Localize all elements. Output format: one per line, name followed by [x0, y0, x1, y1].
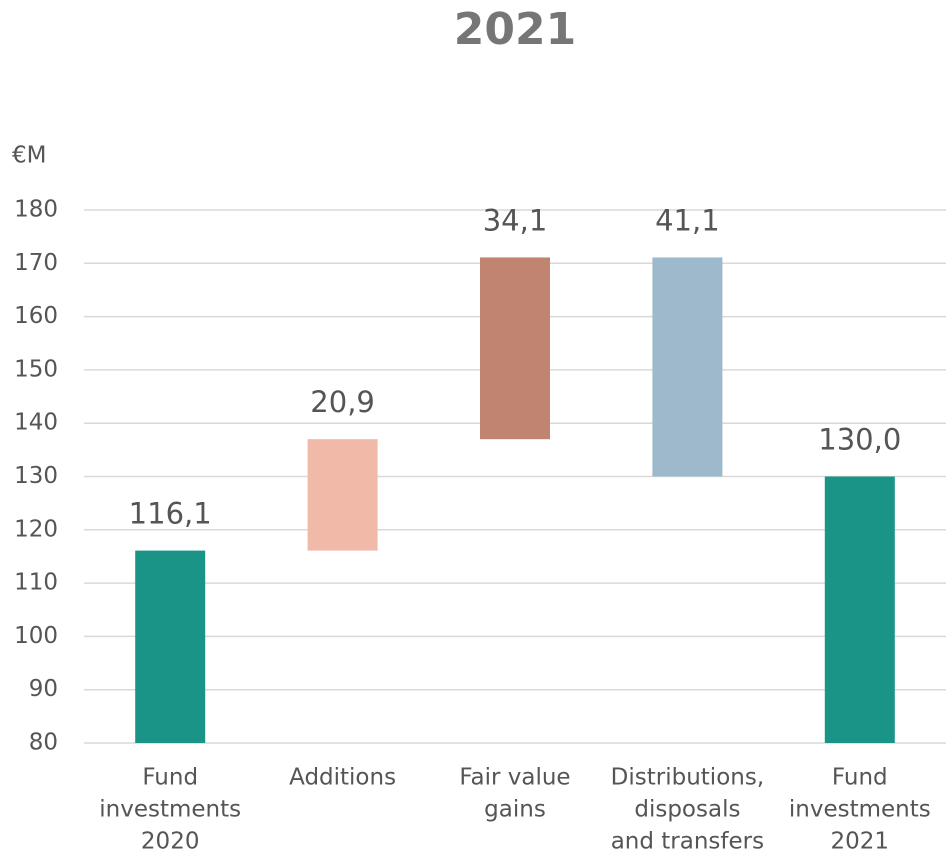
value-label: 130,0	[818, 423, 901, 457]
bar	[135, 550, 206, 743]
y-tick-label: 120	[14, 516, 58, 542]
x-tick-label: investments	[789, 797, 931, 823]
value-label: 20,9	[310, 385, 375, 419]
x-tick-label: Distributions,	[611, 765, 764, 791]
bar	[307, 439, 378, 551]
y-tick-label: 100	[14, 623, 58, 649]
x-tick-label: gains	[484, 797, 546, 823]
value-label: 41,1	[655, 203, 720, 237]
y-tick-label: 110	[14, 570, 58, 596]
x-tick-label: disposals	[634, 797, 740, 823]
chart-title: 2021	[454, 4, 576, 55]
x-tick-label: and transfers	[611, 829, 764, 855]
y-tick-label: 90	[29, 676, 58, 702]
x-tick-label: 2020	[141, 829, 200, 855]
x-tick-label: 2021	[831, 829, 890, 855]
y-tick-label: 140	[14, 410, 58, 436]
bar	[652, 257, 723, 477]
y-tick-label: 180	[14, 197, 58, 223]
x-tick-label: investments	[99, 797, 241, 823]
x-tick-label: Fair value	[459, 765, 570, 791]
x-tick-label: Fund	[142, 765, 198, 791]
bar	[824, 476, 895, 743]
y-tick-label: 130	[14, 463, 58, 489]
y-tick-label: 160	[14, 303, 58, 329]
value-label: 34,1	[483, 203, 548, 237]
x-tick-label: Fund	[832, 765, 888, 791]
value-label: 116,1	[129, 497, 212, 531]
y-tick-label: 170	[14, 250, 58, 276]
x-tick-label: Additions	[289, 765, 396, 791]
bar	[480, 257, 550, 440]
y-tick-label: 150	[14, 356, 58, 382]
y-tick-label: 80	[29, 730, 58, 756]
y-axis-label: €M	[12, 143, 46, 169]
